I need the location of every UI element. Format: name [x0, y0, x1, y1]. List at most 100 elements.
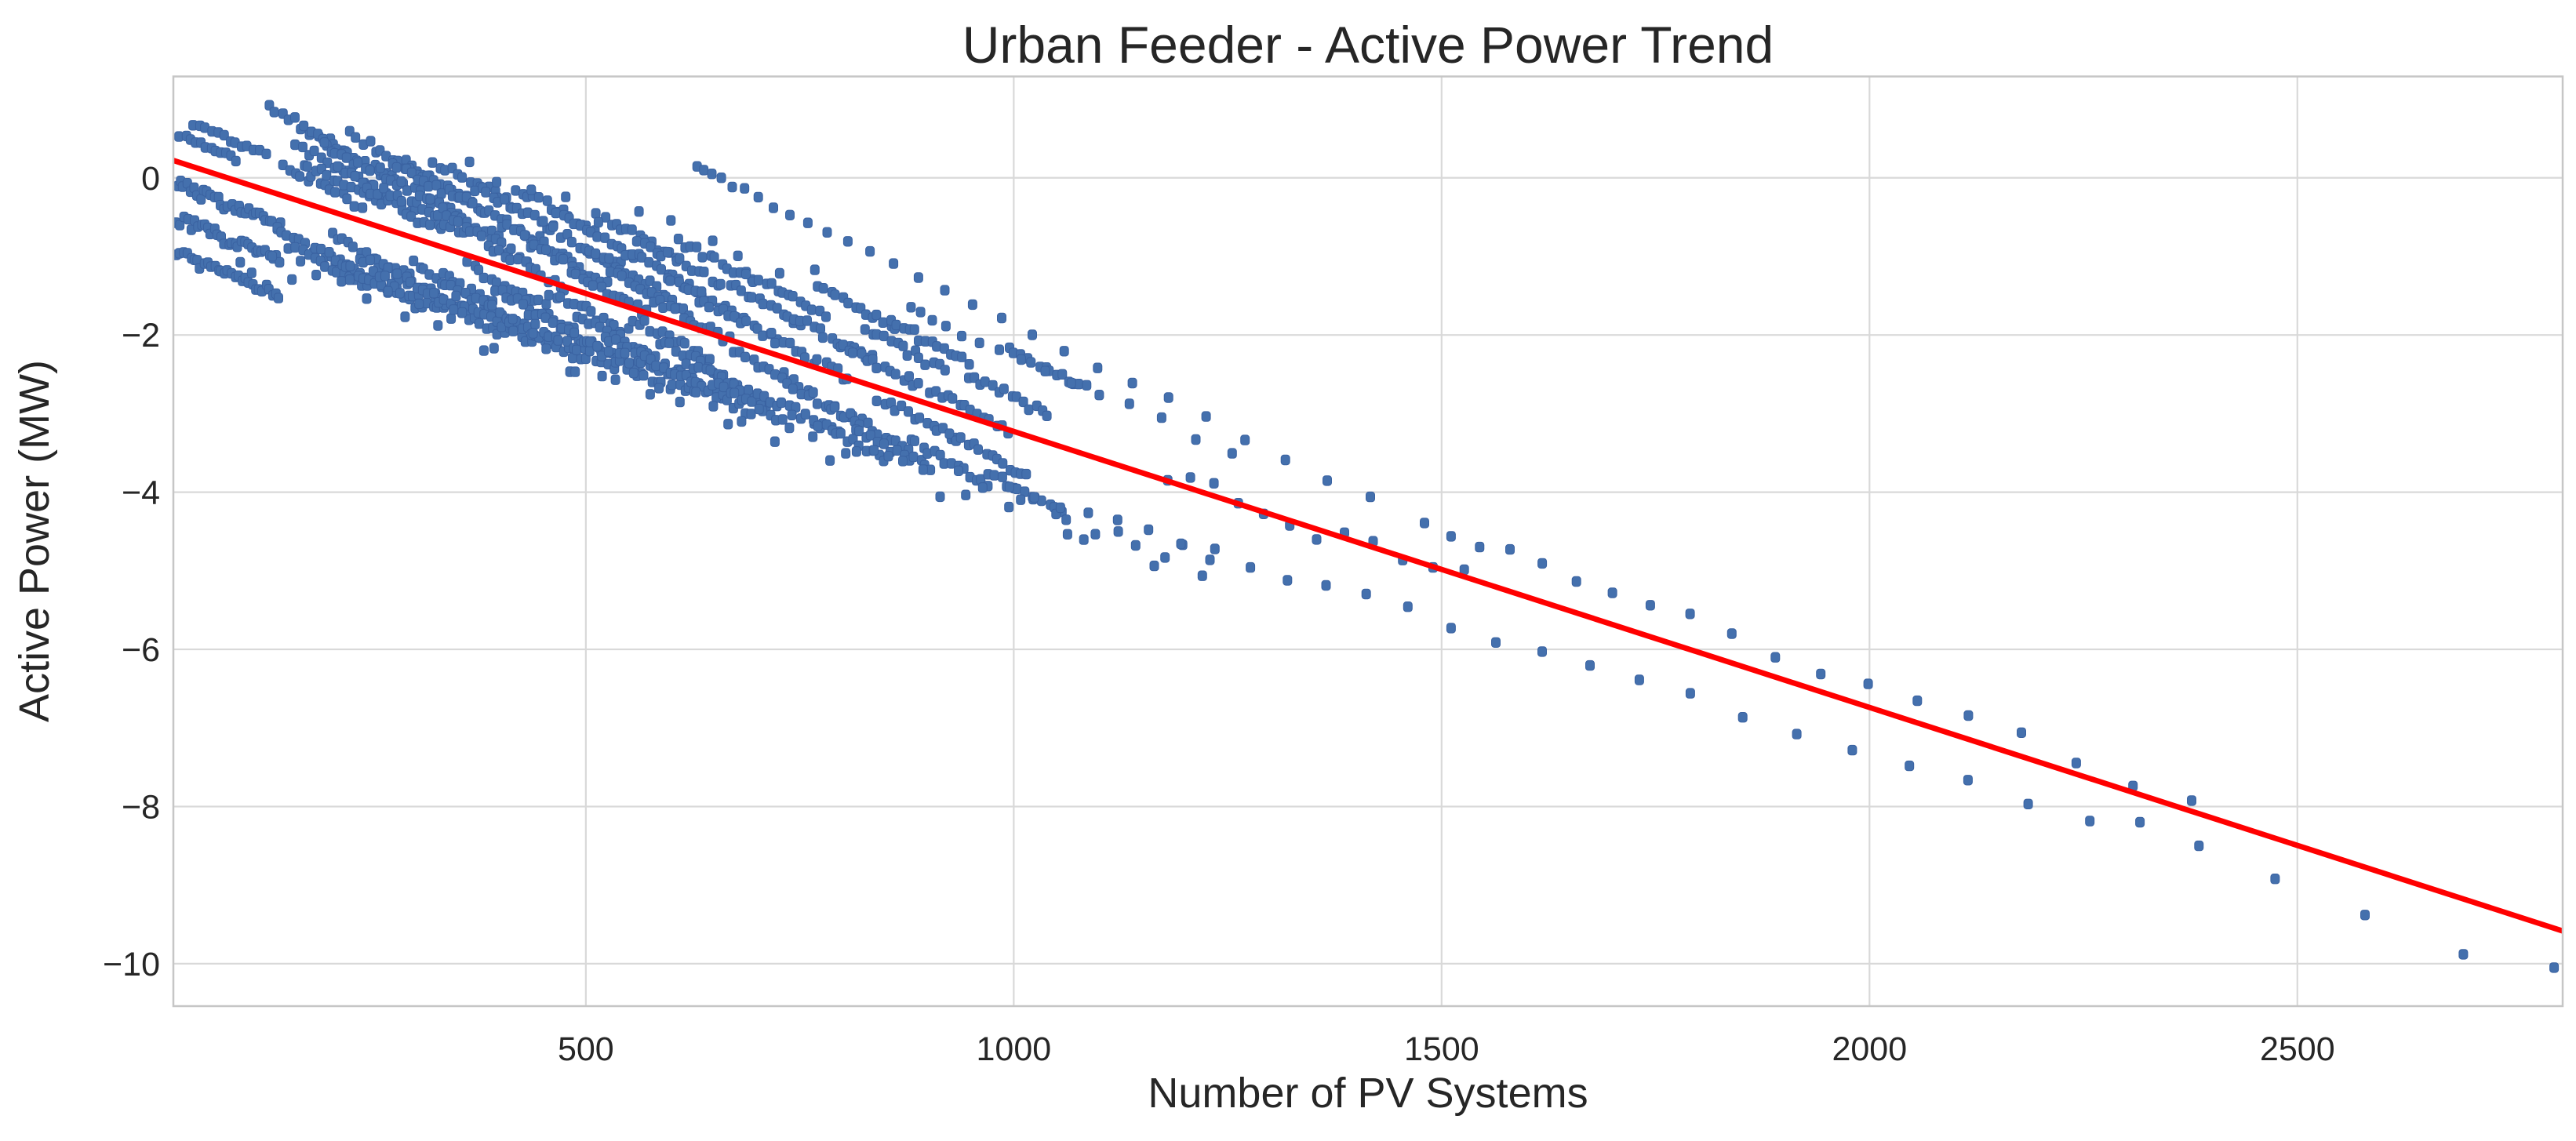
scatter-point [586, 306, 596, 317]
scatter-point [2017, 727, 2026, 738]
scatter-point [869, 445, 879, 456]
scatter-point [715, 278, 726, 290]
scatter-point [915, 307, 926, 318]
scatter-point [909, 324, 919, 335]
scatter-point [746, 409, 756, 420]
scatter-point [766, 278, 777, 289]
scatter-point [431, 180, 442, 191]
scatter-point [275, 256, 285, 268]
scatter-point [446, 313, 457, 324]
scatter-point [347, 242, 358, 253]
scatter-point [1197, 570, 1207, 581]
scatter-point [1024, 404, 1034, 416]
scatter-point [379, 183, 389, 194]
scatter-point [709, 252, 719, 263]
scatter-point [358, 202, 368, 213]
scatter-point [470, 185, 480, 197]
scatter-point [529, 209, 540, 221]
scatter-point [603, 346, 613, 357]
scatter-point [1004, 501, 1014, 513]
scatter-point [1156, 412, 1166, 423]
scatter-point [673, 234, 683, 245]
scatter-point [425, 219, 435, 231]
scatter-point [1537, 646, 1547, 657]
scatter-point [879, 330, 889, 342]
scatter-point [1280, 454, 1290, 466]
scatter-point [533, 294, 544, 306]
scatter-point [741, 315, 751, 327]
scatter-point [788, 291, 798, 302]
scatter-point [808, 431, 818, 442]
scatter-point [267, 251, 278, 262]
scatter-point [476, 231, 486, 242]
x-tick-label: 500 [558, 1030, 614, 1068]
scatter-point [1055, 502, 1065, 514]
scatter-point [967, 299, 977, 311]
scatter-point [854, 425, 864, 437]
scatter-point [980, 376, 990, 387]
scatter-point [561, 191, 571, 202]
scatter-point [817, 332, 828, 343]
scatter-point [1066, 377, 1076, 389]
x-tick-label: 2500 [2260, 1030, 2335, 1068]
scatter-point [646, 242, 656, 253]
scatter-point [2458, 949, 2469, 960]
scatter-point [657, 263, 666, 275]
scatter-point [667, 380, 677, 391]
gridlines [173, 76, 2563, 1006]
scatter-point [1321, 580, 1331, 591]
scatter-point [902, 350, 912, 362]
scatter-point [708, 401, 719, 412]
scatter-point [366, 136, 376, 147]
scatter-point [375, 162, 385, 173]
scatter-point [478, 272, 489, 284]
scatter-point [2023, 798, 2033, 809]
scatter-point [675, 396, 685, 408]
scatter-point [474, 318, 484, 329]
scatter-point [620, 347, 630, 359]
scatter-point [634, 206, 644, 217]
scatter-point [666, 215, 676, 226]
scatter-point [1185, 472, 1195, 483]
scatter-point [906, 302, 916, 313]
scatter-point [802, 315, 812, 326]
scatter-point [1312, 534, 1322, 545]
scatter-point [592, 231, 602, 242]
scatter-point [747, 396, 757, 407]
scatter-point [1004, 481, 1014, 492]
scatter-point [883, 451, 893, 462]
scatter-point [295, 171, 305, 182]
scatter-point [770, 436, 780, 447]
scatter-point [1246, 561, 1256, 573]
scatter-point [380, 271, 390, 282]
scatter-point [1446, 531, 1456, 542]
scatter-point [600, 232, 610, 243]
scatter-point [400, 311, 410, 322]
scatter-point [898, 340, 908, 351]
scatter-point [651, 360, 661, 372]
scatter-point [1163, 392, 1173, 403]
scatter-point [569, 327, 580, 339]
scatter-point [492, 176, 502, 188]
scatter-point [1491, 637, 1501, 648]
scatter-point [740, 183, 750, 194]
scatter-point [1634, 674, 1644, 685]
scatter-point [1446, 623, 1456, 634]
x-tick-label: 1500 [1404, 1030, 1479, 1068]
scatter-point [296, 256, 306, 267]
scatter-point [474, 264, 484, 275]
scatter-point [758, 330, 768, 341]
scatter-point [429, 288, 439, 299]
scatter-point [997, 312, 1006, 324]
chart-title: Urban Feeder - Active Power Trend [962, 16, 1774, 74]
scatter-point [2085, 816, 2095, 827]
scatter-point [1021, 468, 1031, 480]
scatter-point [974, 337, 984, 349]
scatter-point [610, 374, 620, 385]
scatter-point [570, 268, 580, 280]
scatter-point [915, 412, 925, 423]
scatter-point [754, 403, 764, 415]
scatter-point [2187, 795, 2196, 806]
scatter-point [533, 192, 544, 203]
scatter-point [502, 219, 512, 230]
